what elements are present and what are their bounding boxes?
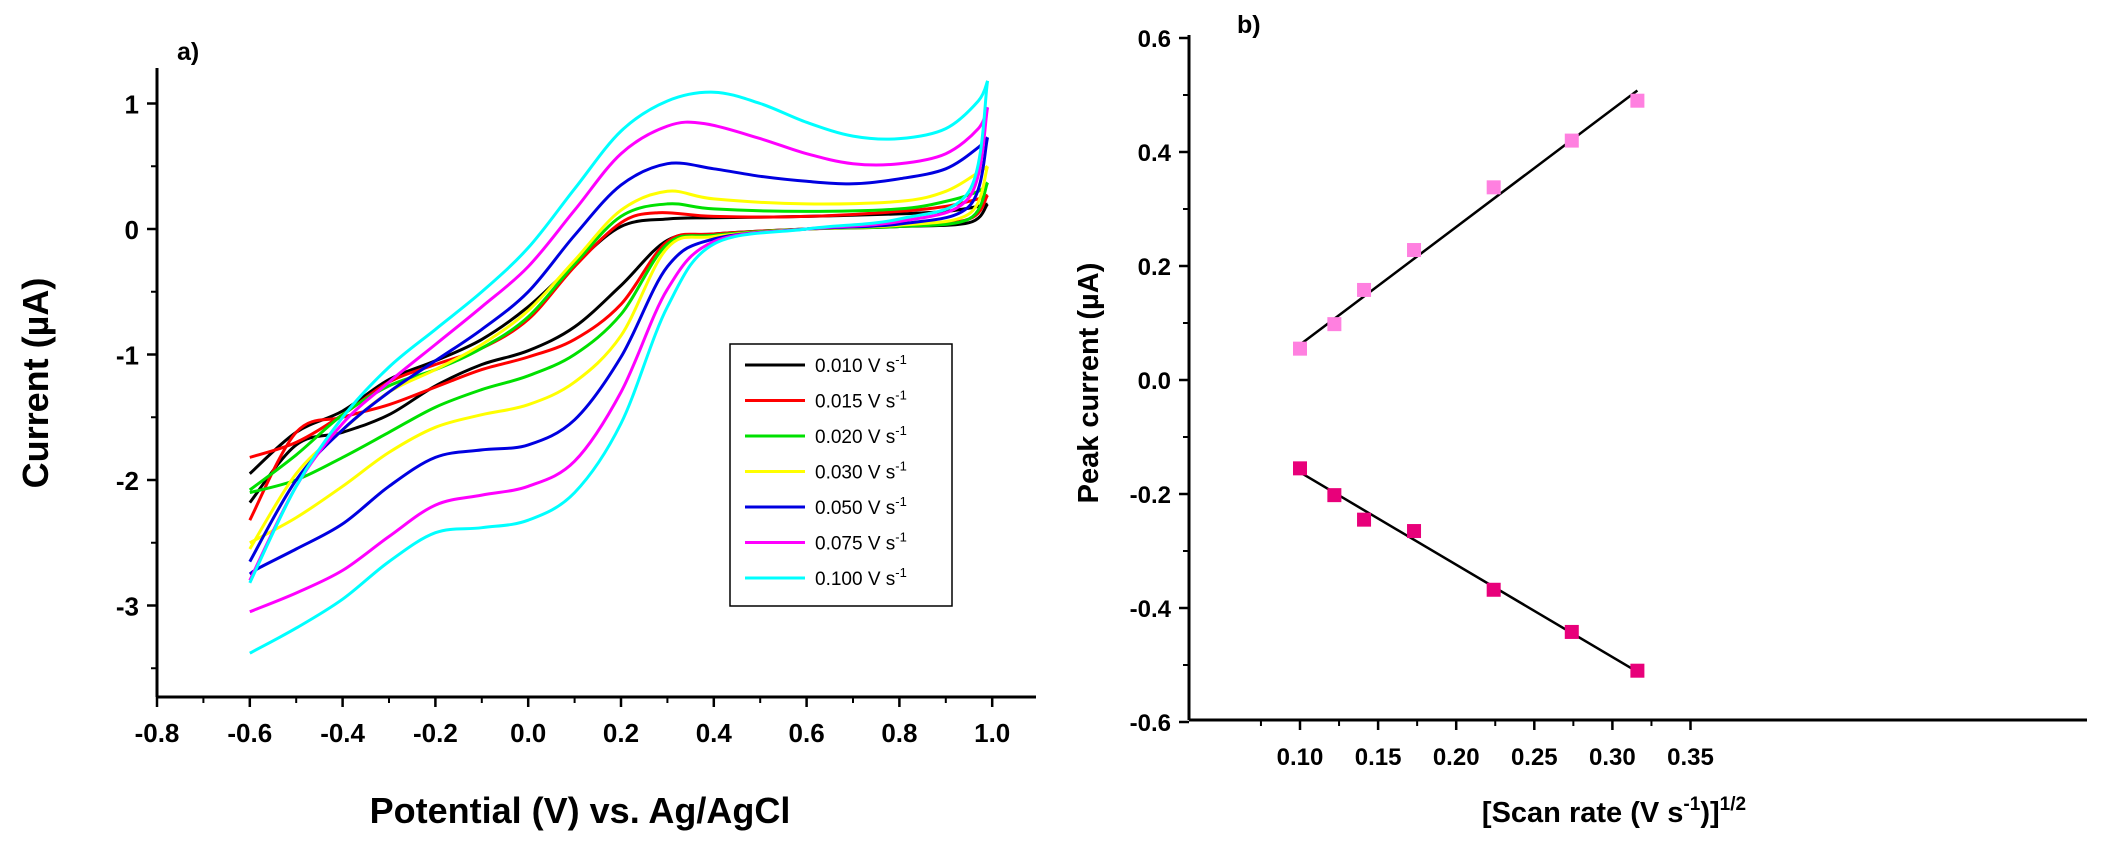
legend-label: 0.015 V s-1 <box>815 388 907 413</box>
fit-line-1 <box>1299 471 1639 673</box>
y-tick-label-b: 0.6 <box>1138 26 1171 53</box>
y-tick-label-a: -2 <box>116 466 139 496</box>
data-point-0 <box>1407 243 1422 258</box>
x-tick-label-b: 0.25 <box>1511 744 1558 771</box>
data-point-1 <box>1327 488 1342 503</box>
data-point-0 <box>1327 317 1342 332</box>
y-ticks-b: 0.6 0.4 0.2 0.0 -0.2 -0.4 -0.6 <box>1130 26 1189 737</box>
x-axis-title-b-tail: )] <box>1700 797 1719 829</box>
data-point-0 <box>1293 341 1307 356</box>
x-tick-label-a: -0.2 <box>413 718 458 748</box>
legend-label: 0.050 V s-1 <box>815 494 907 519</box>
x-tick-label-a: -0.6 <box>227 718 272 748</box>
fit-lines <box>1299 89 1639 673</box>
x-tick-label-a: -0.4 <box>320 718 365 748</box>
x-axis-title-b-sup1: -1 <box>1683 794 1700 815</box>
y-tick-label-a: 1 <box>125 90 139 120</box>
fit-line-0 <box>1299 89 1639 346</box>
legend-entries: 0.010 V s-1 0.015 V s-1 0.020 V s-1 0.030 V… <box>745 352 907 590</box>
x-tick-label-a: -0.8 <box>135 718 180 748</box>
y-tick-label-b: 0.4 <box>1138 140 1172 167</box>
legend-box <box>729 343 953 607</box>
panel-label-b: b) <box>1237 11 1261 39</box>
legend-label: 0.020 V s-1 <box>815 423 907 448</box>
data-point-1 <box>1357 512 1372 527</box>
y-tick-label-a: -1 <box>116 341 139 371</box>
y-tick-label-a: 0 <box>125 215 139 245</box>
x-tick-label-a: 0.4 <box>696 718 733 748</box>
x-axis-title-a: Potential (V) vs. Ag/AgCl <box>370 790 791 831</box>
y-axis-title-b: Peak current (µA) <box>1073 263 1105 504</box>
data-points <box>1293 93 1645 678</box>
y-ticks-a: 1 0 -1 -2 -3 <box>116 90 157 670</box>
data-point-1 <box>1407 524 1422 539</box>
cv-chart-panel: a) -0.8 -0.6 -0.4 -0.2 0.0 0.2 0.4 0.6 0.8 1.0 1 0… <box>15 38 1036 831</box>
cv-curve-forward-6 <box>248 80 989 584</box>
x-tick-label-a: 0.2 <box>603 718 639 748</box>
data-point-0 <box>1564 133 1579 148</box>
y-tick-label-a: -3 <box>116 592 139 622</box>
data-point-1 <box>1564 624 1579 639</box>
legend-label: 0.030 V s-1 <box>815 459 907 484</box>
cv-curve-reverse-5 <box>249 106 990 614</box>
x-tick-label-b: 0.35 <box>1667 744 1714 771</box>
x-tick-label-b: 0.30 <box>1589 744 1636 771</box>
y-tick-label-b: 0.2 <box>1138 254 1171 281</box>
data-point-0 <box>1357 282 1372 297</box>
panel-label-a: a) <box>177 38 199 66</box>
legend-a: 0.010 V s-1 0.015 V s-1 0.020 V s-1 0.030 V… <box>729 343 953 607</box>
x-axis-title-b-main: [Scan rate (V s <box>1482 797 1683 829</box>
x-tick-label-a: 0.8 <box>881 718 917 748</box>
cv-curves <box>248 80 990 655</box>
data-point-1 <box>1630 663 1645 678</box>
y-tick-label-b: -0.4 <box>1130 596 1172 623</box>
x-axis-title-b-sup2: 1/2 <box>1720 794 1746 815</box>
x-tick-label-b: 0.10 <box>1277 744 1324 771</box>
data-point-1 <box>1293 461 1307 476</box>
x-ticks-b: 0.10 0.15 0.20 0.25 0.30 0.35 <box>1259 720 1714 771</box>
x-axis-title-b: [Scan rate (V s-1)]1/2 <box>1482 794 1746 829</box>
cv-curve-forward-4 <box>248 136 989 563</box>
legend-label: 0.075 V s-1 <box>815 530 907 555</box>
x-tick-label-a: 1.0 <box>974 718 1010 748</box>
cv-curve-reverse-6 <box>249 80 990 655</box>
data-point-0 <box>1630 93 1645 108</box>
x-ticks-a: -0.8 -0.6 -0.4 -0.2 0.0 0.2 0.4 0.6 0.8 1.0 <box>135 697 1010 748</box>
data-point-0 <box>1486 180 1501 195</box>
x-tick-label-b: 0.20 <box>1433 744 1480 771</box>
peak-current-panel: b) 0.10 0.15 0.20 0.25 0.30 0.35 0.6 0.4 0.2 0.0… <box>1073 11 2087 829</box>
cv-curve-forward-1 <box>249 193 989 459</box>
x-tick-label-a: 0.0 <box>510 718 546 748</box>
data-point-1 <box>1486 582 1501 597</box>
legend-label: 0.010 V s-1 <box>815 352 907 377</box>
cv-curve-forward-5 <box>248 106 990 582</box>
y-tick-label-b: 0.0 <box>1138 368 1171 395</box>
y-axis-title-a: Current (µA) <box>15 278 56 489</box>
y-tick-label-b: -0.6 <box>1130 710 1171 737</box>
x-tick-label-b: 0.15 <box>1355 744 1402 771</box>
y-tick-label-b: -0.2 <box>1130 482 1171 509</box>
x-tick-label-a: 0.6 <box>789 718 825 748</box>
legend-label: 0.100 V s-1 <box>815 565 907 590</box>
